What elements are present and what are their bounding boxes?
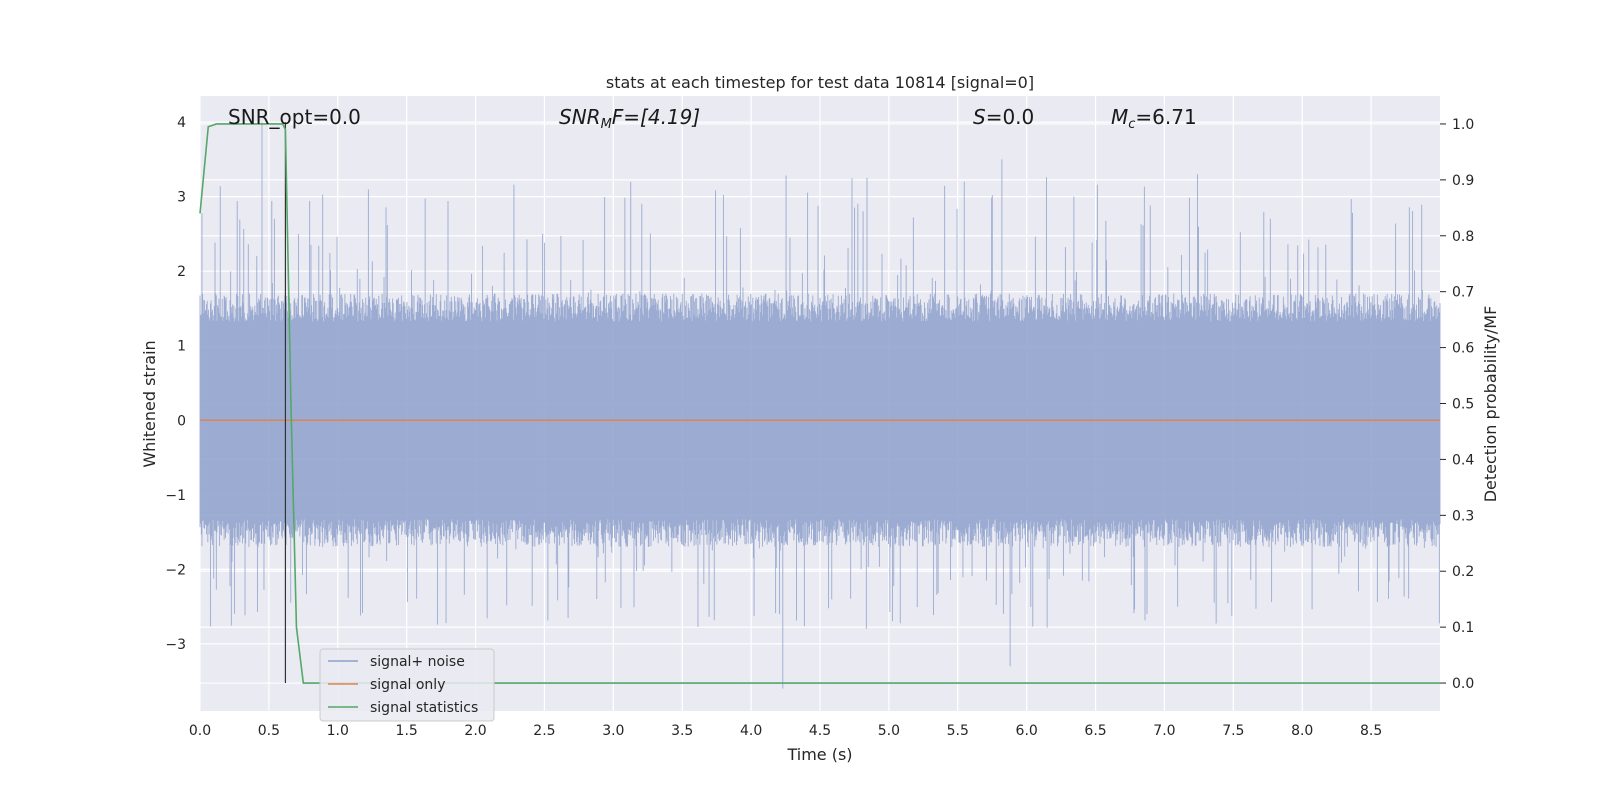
y-tick-label-right: 0.2	[1452, 564, 1474, 580]
x-tick-label: 5.5	[947, 723, 969, 739]
y-tick-label-right: 0.8	[1452, 229, 1474, 245]
y-tick-label-left: 4	[177, 115, 186, 131]
x-tick-label: 3.0	[602, 723, 624, 739]
annotation-snr-mf: SNRMF=[4.19]	[559, 105, 700, 132]
legend-label-noise: signal+ noise	[370, 654, 465, 670]
y-axis-label-left: Whitened strain	[140, 340, 159, 467]
x-tick-label: 5.0	[878, 723, 900, 739]
x-tick-label: 7.5	[1222, 723, 1244, 739]
legend: signal+ noise signal only signal statist…	[319, 648, 495, 722]
series-signal-statistics	[199, 123, 1440, 684]
x-tick-label: 3.5	[671, 723, 693, 739]
x-tick-label: 2.5	[533, 723, 555, 739]
x-tick-label: 4.5	[809, 723, 831, 739]
y-tick-label-left: 2	[177, 264, 186, 280]
y-tick-label-left: 3	[177, 190, 186, 206]
legend-label-signal-only: signal only	[370, 677, 445, 693]
x-tick-label: 7.0	[1153, 723, 1175, 739]
y-tick-label-left: −2	[165, 562, 186, 578]
series-signal-noise	[199, 122, 1441, 689]
x-tick-label: 4.0	[740, 723, 762, 739]
y-tick-label-right: 0.3	[1452, 508, 1474, 524]
series-layer	[199, 122, 1441, 689]
y-tick-label-right: 0.6	[1452, 341, 1474, 357]
y-tick-label-left: −3	[165, 637, 186, 653]
y-tick-label-right: 0.4	[1452, 452, 1474, 468]
y-tick-label-left: 0	[177, 413, 186, 429]
x-tick-label: 8.0	[1291, 723, 1313, 739]
y-tick-label-right: 1.0	[1452, 117, 1474, 133]
y-tick-label-left: 1	[177, 339, 186, 355]
x-tick-label: 0.5	[258, 723, 280, 739]
y-tick-label-right: 0.0	[1452, 676, 1474, 692]
annotation-snr-opt: SNR_opt=0.0	[228, 105, 361, 129]
legend-box	[319, 648, 495, 722]
y-axis-label-right: Detection probability/MF	[1481, 306, 1500, 503]
legend-label-statistics: signal statistics	[370, 700, 478, 716]
x-tick-label: 1.0	[327, 723, 349, 739]
chart-title: stats at each timestep for test data 108…	[606, 73, 1034, 92]
x-tick-label: 0.0	[189, 723, 211, 739]
y-tick-label-right: 0.9	[1452, 173, 1474, 189]
x-tick-label: 6.5	[1084, 723, 1106, 739]
x-tick-label: 2.0	[464, 723, 486, 739]
x-axis-label: Time (s)	[786, 745, 852, 764]
x-tick-label: 8.5	[1360, 723, 1382, 739]
annotation-s: S=0.0	[973, 105, 1034, 129]
annotations: SNR_opt=0.0 SNRMF=[4.19] S=0.0 Mc=6.71	[228, 105, 1197, 132]
annotation-mc: Mc=6.71	[1111, 105, 1197, 132]
tick-labels: 0.0 0.5 1.0 1.5 2.0 2.5 3.0 3.5 4.0 4.5 5.0 5.5 6.0 6…	[165, 115, 1474, 739]
x-tick-label: 6.0	[1016, 723, 1038, 739]
y-tick-label-right: 0.7	[1452, 285, 1474, 301]
y-tick-label-right: 0.1	[1452, 620, 1474, 636]
y-tick-label-left: −1	[165, 488, 186, 504]
x-tick-label: 1.5	[396, 723, 418, 739]
y-tick-label-right: 0.5	[1452, 397, 1474, 413]
